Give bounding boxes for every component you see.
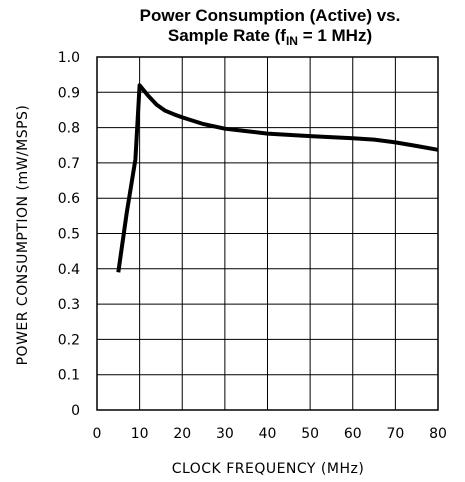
y-tick-label: 0.5 <box>58 227 80 243</box>
y-tick-label: 0.9 <box>58 85 80 101</box>
x-tick-label: 60 <box>344 426 362 442</box>
grid <box>96 56 439 411</box>
y-tick-label: 0.1 <box>58 368 80 384</box>
chart-title-line2: Sample Rate (fIN = 1 MHz) <box>168 26 372 48</box>
y-tick-label: 0 <box>71 403 80 419</box>
x-tick-labels: 0 10 20 30 40 50 60 70 80 <box>93 426 447 442</box>
plot-frame <box>96 56 439 411</box>
x-tick-label: 70 <box>386 426 404 442</box>
x-tick-label: 40 <box>259 426 277 442</box>
y-tick-label: 0.8 <box>58 121 80 137</box>
x-tick-label: 50 <box>301 426 319 442</box>
y-tick-label: 0.2 <box>58 332 80 348</box>
y-axis-label: POWER CONSUMPTION (mW/MSPS) <box>15 105 31 366</box>
y-tick-label: 0.4 <box>58 262 80 278</box>
y-tick-labels: 0 0.1 0.2 0.3 0.4 0.5 0.6 0.7 0.8 0.9 1.0 <box>58 50 80 419</box>
x-axis-label: CLOCK FREQUENCY (MHz) <box>172 461 365 477</box>
series-line <box>116 83 439 273</box>
y-tick-label: 0.7 <box>58 156 80 172</box>
x-tick-label: 80 <box>429 426 447 442</box>
chart-title-subscript: IN <box>286 34 298 48</box>
x-tick-label: 20 <box>173 426 191 442</box>
y-tick-label: 0.3 <box>58 297 80 313</box>
x-tick-label: 30 <box>216 426 234 442</box>
chart-title-line1: Power Consumption (Active) vs. <box>140 6 401 25</box>
series-layer <box>116 83 439 273</box>
y-tick-label: 1.0 <box>58 50 80 66</box>
x-tick-label: 10 <box>131 426 149 442</box>
chart-title-line2-prefix: Sample Rate (f <box>168 26 286 45</box>
x-tick-label: 0 <box>93 426 102 442</box>
y-tick-label: 0.6 <box>58 191 80 207</box>
chart-title-line2-suffix: = 1 MHz) <box>298 26 372 45</box>
